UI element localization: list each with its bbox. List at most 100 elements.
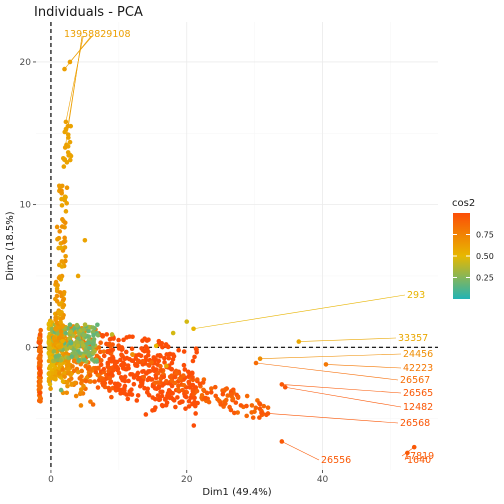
data-point [48, 386, 53, 391]
data-point [157, 397, 162, 402]
data-point [145, 390, 150, 395]
data-point [84, 379, 89, 384]
point-label: 26565 [403, 388, 433, 399]
data-point [234, 400, 239, 405]
data-point [47, 346, 52, 351]
data-point [57, 236, 62, 241]
data-point [130, 346, 135, 351]
data-point [37, 357, 42, 362]
data-point [58, 358, 63, 363]
data-point [123, 356, 128, 361]
data-point [96, 333, 101, 338]
data-point [245, 394, 250, 399]
data-point [60, 324, 65, 329]
data-point [173, 375, 178, 380]
x-tick-label: 40 [317, 475, 329, 485]
data-point [170, 361, 175, 366]
data-point [87, 346, 92, 351]
data-point [166, 356, 171, 361]
data-point [124, 335, 129, 340]
data-point [232, 411, 237, 416]
point-label: 26568 [400, 418, 430, 429]
data-point [140, 382, 145, 387]
data-point [130, 352, 135, 357]
y-tick-label: 10 [20, 201, 32, 211]
data-point [187, 404, 192, 409]
data-point [159, 368, 164, 373]
data-point [74, 340, 79, 345]
data-point [184, 395, 189, 400]
data-point [81, 327, 86, 332]
data-point [194, 350, 199, 355]
data-point [67, 367, 72, 372]
data-point [66, 153, 71, 158]
data-point [101, 349, 106, 354]
data-point [126, 397, 131, 402]
data-point [201, 388, 206, 393]
data-point [79, 403, 84, 408]
data-point [37, 366, 42, 371]
point-label: 26556 [321, 455, 351, 466]
data-point [180, 388, 185, 393]
data-point [180, 399, 185, 404]
data-point [254, 405, 259, 410]
data-point [207, 400, 212, 405]
data-point [60, 203, 65, 208]
data-point [37, 361, 42, 366]
data-point [195, 389, 200, 394]
data-point [47, 321, 52, 326]
data-point [191, 423, 196, 428]
data-point [244, 404, 249, 409]
data-point [129, 387, 134, 392]
data-point [38, 399, 43, 404]
data-point [195, 377, 200, 382]
point-labels: 293 33357 24456 4222326567 26565 12482 26568 17… [62, 29, 434, 466]
data-point [103, 381, 108, 386]
data-point [116, 338, 121, 343]
data-point [190, 375, 195, 380]
data-point [106, 361, 111, 366]
data-point [130, 334, 135, 339]
leader-line [326, 364, 401, 368]
data-point [62, 164, 67, 169]
data-point [171, 331, 176, 336]
data-point [55, 225, 60, 230]
leader-line [285, 387, 401, 407]
data-point [60, 224, 65, 229]
data-point [153, 405, 158, 410]
data-point [169, 367, 174, 372]
data-point [99, 362, 104, 367]
data-point [261, 404, 266, 409]
data-point [187, 399, 192, 404]
data-point [151, 366, 156, 371]
data-point [218, 402, 223, 407]
data-point [47, 372, 52, 377]
data-point [38, 349, 43, 354]
data-point [250, 403, 255, 408]
data-point [156, 380, 161, 385]
data-point [57, 229, 62, 234]
data-point [172, 354, 177, 359]
data-point [65, 185, 70, 190]
data-point [52, 349, 57, 354]
data-point [209, 386, 214, 391]
data-point [109, 371, 114, 376]
data-point [177, 377, 182, 382]
data-point [38, 379, 43, 384]
data-point [91, 351, 96, 356]
data-point [72, 359, 77, 364]
data-point [110, 332, 115, 337]
data-point [231, 397, 236, 402]
data-point [96, 385, 101, 390]
data-point [69, 354, 74, 359]
data-point [60, 339, 65, 344]
data-point [116, 384, 121, 389]
legend-tick-label: 0.25 [476, 274, 494, 283]
data-point [47, 351, 52, 356]
data-point [124, 350, 129, 355]
data-point [159, 342, 164, 347]
data-point [130, 392, 135, 397]
top-overlapping-labels: 13958829108 [64, 29, 131, 40]
data-point [184, 390, 189, 395]
data-point [61, 379, 66, 384]
